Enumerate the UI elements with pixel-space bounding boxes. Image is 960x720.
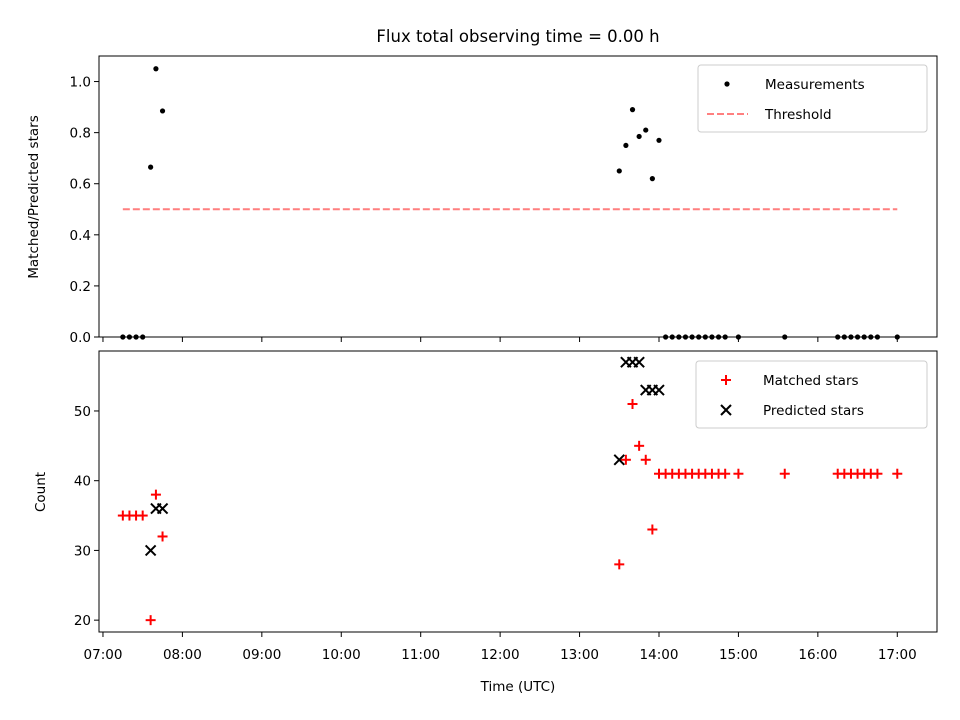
- bottom-panel: 20 30 40 50 07:00 08:00 09:00 10:00 11:00 12:00 13…: [74, 350, 938, 663]
- top-y-tick-label: 0.6: [70, 177, 91, 193]
- measurement-point: [629, 107, 636, 113]
- matched-star-marker: [614, 559, 625, 570]
- chart-title: Flux total observing time = 0.00 h: [376, 27, 659, 46]
- measurement-point: [636, 133, 642, 140]
- legend-predicted-label: Predicted stars: [763, 403, 864, 419]
- predicted-star-marker: [613, 454, 625, 466]
- top-legend: Measurements Threshold: [697, 64, 928, 133]
- bottom-y-tick-label: 40: [74, 474, 91, 490]
- top-y-tick-label: 0.8: [70, 126, 91, 142]
- measurement-point: [153, 66, 159, 72]
- matched-star-marker: [137, 510, 148, 521]
- legend-matched-label: Matched stars: [763, 373, 859, 389]
- measurement-point: [643, 127, 649, 133]
- predicted-star-marker: [653, 384, 665, 396]
- x-tick-label: 17:00: [878, 647, 917, 663]
- bottom-y-tick-label: 50: [74, 404, 91, 420]
- predicted-star-marker-stroke: [144, 544, 157, 557]
- matched-star-marker: [720, 468, 731, 479]
- bottom-y-axis-label: Count: [33, 472, 49, 512]
- top-legend-box: [697, 64, 928, 133]
- bottom-legend-box: [695, 360, 928, 429]
- legend-threshold-label: Threshold: [764, 107, 832, 123]
- top-panel: 0.0 0.2 0.4 0.6 0.8 1.0 Measurements Threshold: [70, 55, 938, 346]
- predicted-star-marker: [144, 544, 157, 557]
- x-tick-label: 11:00: [401, 647, 440, 663]
- x-tick-label: 08:00: [163, 647, 202, 663]
- x-tick-label: 16:00: [798, 647, 837, 663]
- measurement-point: [623, 142, 629, 149]
- legend-predicted-marker: [720, 404, 732, 416]
- measurement-point: [616, 168, 622, 174]
- matched-star-marker: [779, 468, 790, 479]
- predicted-star-marker-stroke: [653, 384, 665, 396]
- legend-predicted-marker-stroke: [720, 404, 732, 416]
- measurement-point: [656, 137, 662, 143]
- legend-measurements-marker: [724, 81, 730, 87]
- legend-measurements-label: Measurements: [765, 77, 865, 93]
- measurement-point: [148, 164, 154, 170]
- x-tick-label: 10:00: [322, 647, 361, 663]
- matched-star-marker: [634, 440, 645, 451]
- predicted-star-marker: [633, 356, 645, 368]
- top-y-tick-label: 0.4: [70, 228, 91, 244]
- x-tick-label: 13:00: [560, 647, 599, 663]
- predicted-star-marker-stroke: [633, 356, 645, 368]
- bottom-y-tick-label: 30: [74, 543, 91, 559]
- top-y-tick-label: 0.2: [70, 279, 91, 295]
- bottom-legend: Matched stars Predicted stars: [695, 360, 928, 429]
- measurement-point: [649, 176, 655, 182]
- x-axis-label: Time (UTC): [480, 679, 556, 695]
- top-y-axis-label: Matched/Predicted stars: [26, 115, 42, 278]
- matched-star-marker: [892, 468, 903, 479]
- x-tick-label: 07:00: [84, 647, 123, 663]
- predicted-star-marker-stroke: [156, 502, 169, 515]
- matched-star-marker: [620, 454, 631, 465]
- top-y-tick-label: 0.0: [70, 330, 91, 346]
- legend-matched-marker: [721, 375, 731, 385]
- bottom-y-tick-label: 20: [74, 613, 91, 629]
- x-tick-label: 09:00: [242, 647, 281, 663]
- top-axes-frame: [98, 55, 938, 338]
- matched-star-marker: [145, 615, 156, 626]
- bottom-axes-frame: [98, 350, 938, 633]
- predicted-star-marker-stroke: [613, 454, 625, 466]
- matched-star-marker: [640, 454, 651, 465]
- matched-star-marker: [150, 489, 161, 500]
- matched-star-marker: [647, 524, 658, 535]
- matched-star-marker: [872, 468, 883, 479]
- predicted-star-marker: [156, 502, 169, 515]
- x-tick-label: 12:00: [481, 647, 520, 663]
- x-tick-label: 14:00: [640, 647, 679, 663]
- matched-star-marker: [733, 468, 744, 479]
- matched-star-marker: [627, 398, 638, 409]
- top-y-tick-label: 1.0: [70, 75, 91, 91]
- x-tick-label: 15:00: [719, 647, 758, 663]
- measurement-point: [159, 108, 166, 114]
- matched-star-marker: [157, 531, 168, 542]
